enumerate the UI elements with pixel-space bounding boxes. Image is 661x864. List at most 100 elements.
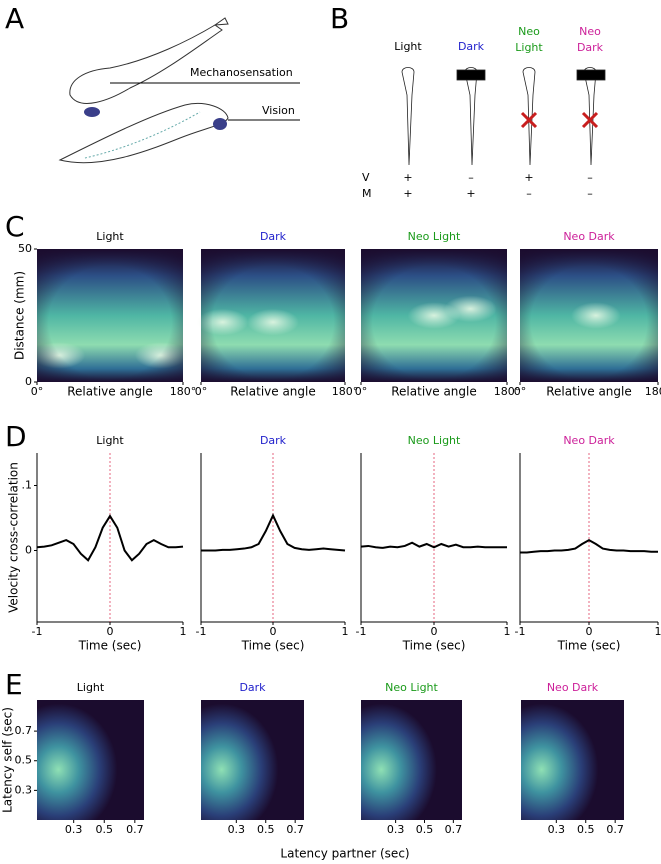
y-tick-label: .1 (22, 479, 33, 492)
mean-trace (201, 513, 346, 552)
x-tick-label: 0 (586, 625, 593, 638)
x-tick-label: 0° (355, 385, 368, 398)
x-axis-label: Latency partner (sec) (280, 847, 409, 861)
sign: – (526, 187, 532, 200)
mean-trace (36, 514, 184, 562)
row-label: V (362, 171, 370, 184)
condition-label: Dark (577, 41, 604, 54)
x-tick-label: 0.7 (126, 823, 144, 836)
x-tick-label: -1 (32, 625, 43, 638)
heatmap-vignette (37, 249, 183, 382)
x-tick-label: 0 (270, 625, 277, 638)
heatmap-vignette (520, 249, 658, 382)
chart-title: Neo Dark (563, 230, 615, 243)
x-tick-label: -1 (515, 625, 526, 638)
sign: + (466, 187, 475, 200)
x-axis-label: Time (sec) (78, 639, 142, 653)
x-tick-label: 1 (655, 625, 661, 638)
x-tick-label: 0° (31, 385, 44, 398)
x-tick-label: 0 (107, 625, 114, 638)
x-axis-label: Relative angle (391, 385, 477, 399)
x-tick-label: 0° (195, 385, 208, 398)
chart-title: Neo Light (408, 230, 461, 243)
panel-label: B (330, 2, 349, 35)
x-tick-label: 180° (494, 385, 521, 398)
x-tick-label: 0.5 (577, 823, 595, 836)
x-tick-label: 0.7 (445, 823, 463, 836)
x-axis-label: Time (sec) (402, 639, 466, 653)
x-tick-label: 180° (170, 385, 197, 398)
panel-label: A (5, 2, 24, 35)
y-tick-label: 0.5 (15, 754, 33, 767)
x-tick-label: 1 (180, 625, 187, 638)
x-tick-label: -1 (196, 625, 207, 638)
sign: – (468, 171, 474, 184)
heatmap-image (201, 700, 304, 820)
condition-label: Dark (458, 40, 485, 53)
x-tick-label: 0.3 (387, 823, 405, 836)
x-tick-label: 0.3 (65, 823, 83, 836)
y-axis-label: Velocity cross-correlation (7, 462, 21, 613)
x-tick-label: 180° (332, 385, 359, 398)
sign: – (587, 187, 593, 200)
annotation: Vision (262, 104, 295, 117)
condition-label: Light (394, 40, 422, 53)
y-tick-label: 50 (18, 242, 32, 255)
x-axis-label: Relative angle (67, 385, 153, 399)
x-axis-label: Relative angle (230, 385, 316, 399)
mean-trace (520, 538, 658, 554)
mean-trace (360, 541, 507, 549)
y-axis-label: Latency self (sec) (1, 707, 15, 813)
panel-label: D (5, 420, 27, 453)
heatmap-image (37, 700, 144, 820)
x-tick-label: 0 (431, 625, 438, 638)
panel-label: C (5, 210, 25, 243)
x-tick-label: 1 (342, 625, 349, 638)
x-axis-label: Time (sec) (557, 639, 621, 653)
x-tick-label: 1 (504, 625, 511, 638)
x-tick-label: 0.7 (286, 823, 304, 836)
chart-title: Neo Dark (563, 434, 615, 447)
condition-label: Neo (518, 25, 540, 38)
x-tick-label: 0.3 (228, 823, 246, 836)
x-tick-label: 0.7 (606, 823, 624, 836)
y-tick-label: 0 (25, 544, 32, 557)
x-tick-label: 0.5 (416, 823, 434, 836)
sign: + (403, 171, 412, 184)
heatmap-image (521, 700, 624, 820)
chart-title: Light (96, 230, 124, 243)
x-tick-label: 180° (645, 385, 661, 398)
y-tick-label: 0 (25, 375, 32, 388)
heatmap-vignette (201, 249, 345, 382)
x-axis-label: Time (sec) (241, 639, 305, 653)
chart-title: Dark (260, 230, 287, 243)
x-tick-label: 0.5 (96, 823, 114, 836)
x-tick-label: 0.3 (548, 823, 566, 836)
chart-title: Neo Light (408, 434, 461, 447)
x-tick-label: -1 (356, 625, 367, 638)
heatmap-image (361, 700, 462, 820)
chart-title: Dark (239, 681, 266, 694)
chart-title: Neo Light (385, 681, 438, 694)
row-label: M (362, 187, 372, 200)
sign: – (587, 171, 593, 184)
x-tick-label: 0.5 (257, 823, 275, 836)
chart-title: Neo Dark (547, 681, 599, 694)
y-tick-label: 0.3 (15, 783, 33, 796)
chart-title: Light (96, 434, 124, 447)
chart-title: Light (77, 681, 105, 694)
panel-label: E (5, 668, 23, 701)
fish-illustration (58, 17, 300, 164)
sign: + (524, 171, 533, 184)
larva-silhouettes (401, 67, 606, 166)
x-axis-label: Relative angle (546, 385, 632, 399)
sign: + (403, 187, 412, 200)
y-axis-label: Distance (mm) (13, 271, 27, 360)
condition-label: Light (515, 41, 543, 54)
y-tick-label: 0.7 (15, 724, 33, 737)
x-tick-label: 0° (514, 385, 527, 398)
heatmap-vignette (361, 249, 507, 382)
annotation: Mechanosensation (190, 66, 293, 79)
condition-label: Neo (579, 25, 601, 38)
